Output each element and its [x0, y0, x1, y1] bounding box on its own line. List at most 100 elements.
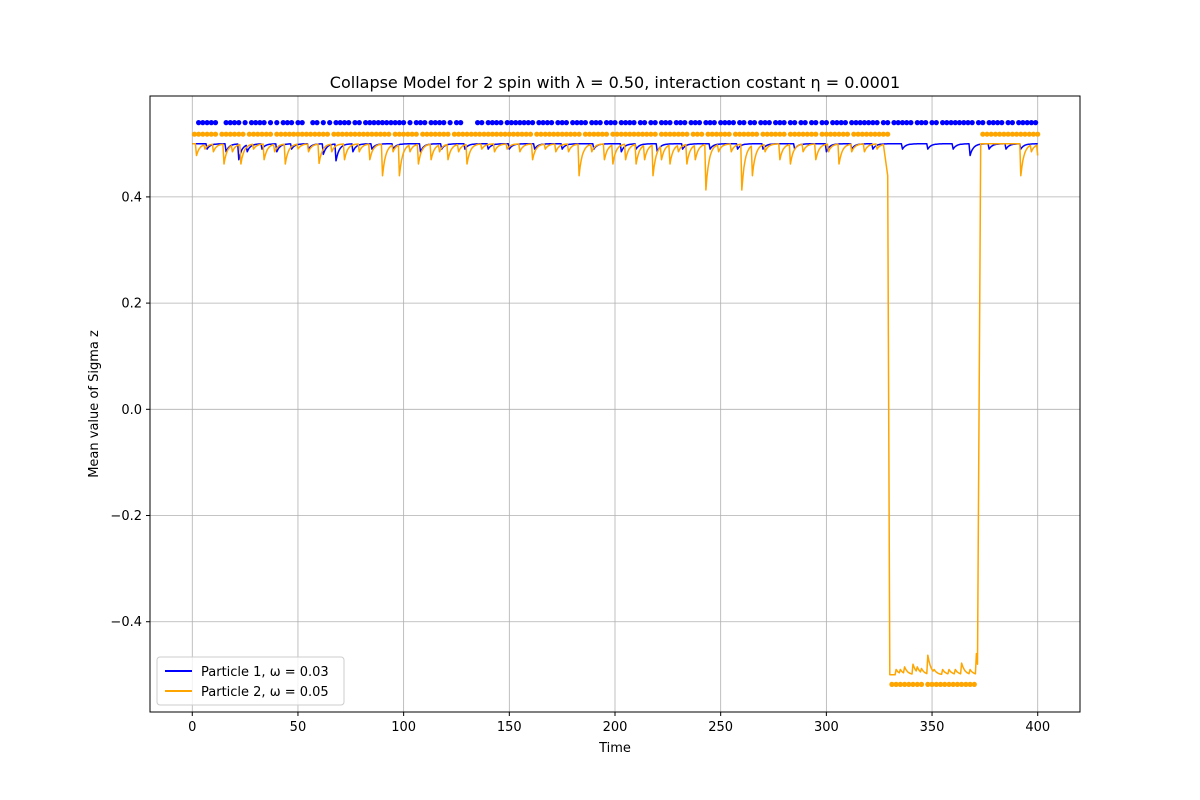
- x-tick-label: 0: [188, 720, 196, 735]
- marker-particle-2: [832, 131, 838, 137]
- marker-particle-1: [730, 120, 737, 126]
- marker-particle-2: [603, 131, 610, 137]
- marker-particle-2: [800, 131, 806, 137]
- marker-particle-2: [312, 131, 318, 137]
- marker-particle-2: [267, 131, 274, 137]
- marker-particle-1: [880, 120, 887, 126]
- marker-particle-1: [521, 120, 527, 126]
- marker-particle-1: [929, 120, 935, 126]
- marker-particle-1: [885, 120, 891, 126]
- marker-particle-2: [437, 131, 443, 137]
- chart-title: Collapse Model for 2 spin with λ = 0.50,…: [330, 73, 900, 92]
- marker-particle-1: [762, 120, 768, 126]
- marker-particle-1: [918, 120, 925, 126]
- marker-particle-1: [508, 120, 514, 126]
- marker-particle-2: [781, 131, 787, 137]
- marker-particle-2: [671, 131, 677, 137]
- marker-particle-2: [259, 131, 265, 137]
- y-axis-label: Mean value of Sigma z: [87, 330, 102, 478]
- marker-particle-1: [428, 120, 434, 126]
- marker-particle-2: [836, 131, 842, 137]
- marker-particle-2: [401, 131, 407, 137]
- marker-particle-1: [956, 120, 963, 126]
- marker-particle-2: [667, 131, 673, 137]
- marker-particle-1: [559, 120, 565, 126]
- marker-particle-1: [809, 120, 815, 126]
- y-tick-label: −0.2: [110, 509, 142, 524]
- marker-particle-1: [310, 120, 316, 126]
- series-layer: [191, 120, 1041, 688]
- marker-particle-1: [1033, 120, 1039, 126]
- marker-particle-2: [335, 131, 341, 137]
- marker-particle-1: [923, 120, 929, 126]
- marker-particle-1: [284, 120, 290, 126]
- x-tick-label: 350: [920, 720, 945, 735]
- marker-particle-2: [929, 681, 935, 688]
- marker-particle-2: [844, 131, 851, 137]
- marker-particle-2: [498, 131, 504, 137]
- marker-particle-1: [223, 120, 229, 126]
- marker-particle-1: [608, 120, 614, 126]
- marker-particle-2: [396, 131, 402, 137]
- marker-particle-1: [536, 120, 542, 126]
- marker-particle-2: [386, 131, 392, 137]
- marker-particle-2: [572, 131, 578, 137]
- marker-particle-2: [796, 131, 802, 137]
- marker-particle-1: [1009, 120, 1016, 126]
- marker-particle-2: [787, 131, 794, 137]
- marker-particle-2: [863, 131, 870, 137]
- marker-particle-2: [754, 131, 760, 137]
- marker-particle-1: [489, 120, 495, 126]
- marker-particle-2: [722, 131, 728, 137]
- marker-particle-1: [874, 120, 880, 126]
- marker-particle-2: [555, 131, 561, 137]
- marker-particle-1: [737, 120, 743, 126]
- marker-particle-1: [555, 120, 561, 126]
- marker-particle-1: [944, 120, 950, 126]
- marker-particle-1: [274, 120, 280, 126]
- marker-particle-1: [441, 120, 447, 126]
- marker-particle-1: [337, 120, 343, 126]
- marker-particle-2: [246, 131, 252, 137]
- marker-particle-2: [212, 131, 219, 137]
- marker-particle-1: [320, 120, 326, 126]
- marker-particle-2: [618, 131, 624, 137]
- marker-particle-1: [540, 120, 546, 126]
- marker-particle-2: [631, 131, 637, 137]
- marker-particle-2: [200, 131, 206, 137]
- marker-particle-1: [371, 120, 377, 126]
- marker-particle-2: [1035, 131, 1041, 137]
- marker-particle-1: [574, 120, 580, 126]
- marker-particle-2: [813, 131, 819, 137]
- marker-particle-2: [441, 131, 447, 137]
- marker-particle-2: [1014, 131, 1020, 137]
- marker-particle-2: [859, 131, 865, 137]
- series-line-particle-2: [192, 143, 1039, 676]
- marker-particle-1: [965, 120, 971, 126]
- marker-particle-2: [648, 131, 654, 137]
- marker-particle-1: [933, 120, 939, 126]
- marker-particle-2: [576, 131, 582, 137]
- marker-particle-2: [331, 131, 337, 137]
- marker-particle-2: [251, 131, 257, 137]
- legend-box: [156, 656, 345, 706]
- marker-particle-1: [961, 120, 967, 126]
- marker-particle-1: [504, 120, 510, 126]
- marker-particle-2: [851, 131, 857, 137]
- marker-particle-2: [971, 681, 977, 688]
- marker-particle-2: [855, 131, 861, 137]
- marker-particle-2: [599, 131, 605, 137]
- marker-particle-2: [324, 131, 331, 137]
- marker-particle-1: [401, 120, 407, 126]
- marker-particle-2: [299, 131, 305, 137]
- marker-particle-2: [809, 131, 815, 137]
- marker-particle-2: [792, 131, 798, 137]
- marker-particle-1: [726, 120, 732, 126]
- marker-particle-2: [885, 131, 891, 137]
- marker-particle-2: [485, 131, 491, 137]
- marker-particle-2: [823, 131, 830, 137]
- marker-particle-1: [842, 120, 849, 126]
- marker-particle-2: [1018, 131, 1024, 137]
- marker-particle-1: [758, 120, 764, 126]
- marker-particle-1: [792, 120, 798, 126]
